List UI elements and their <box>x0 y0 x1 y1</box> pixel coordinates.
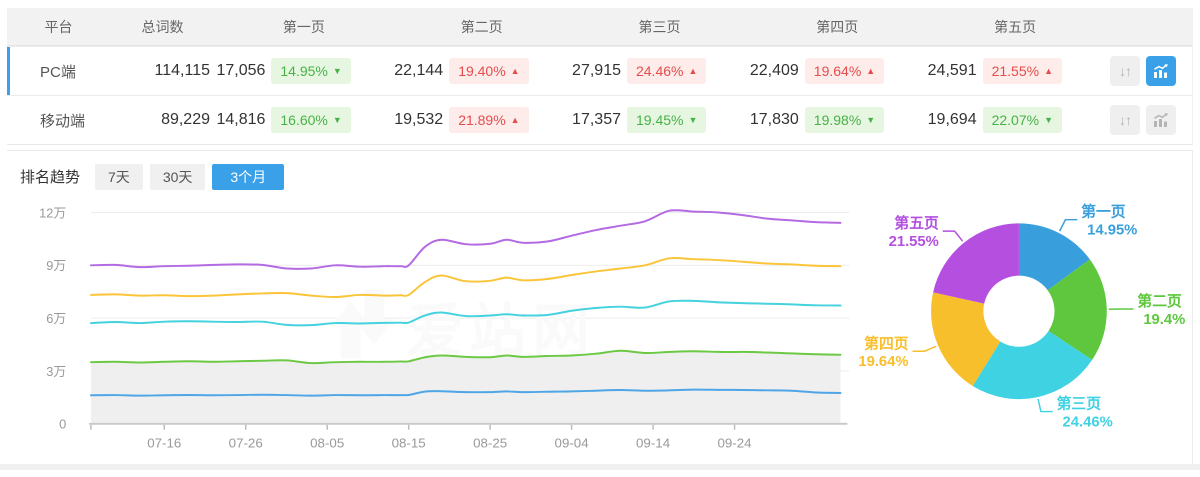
svg-text:第四页: 第四页 <box>864 334 909 352</box>
page4-cell: 22,409 19.64% ▲ <box>748 58 926 84</box>
cell-value: 17,357 <box>572 111 621 128</box>
svg-text:09-14: 09-14 <box>636 436 671 451</box>
page2-cell: 22,144 19.40% ▲ <box>393 58 571 84</box>
trend-arrow-icon: ▼ <box>1044 115 1053 125</box>
svg-text:24.46%: 24.46% <box>1063 414 1113 430</box>
change-badge: 19.45% ▼ <box>626 107 707 133</box>
table-row-pc[interactable]: PC端 114,115 17,056 14.95% ▼ 22,144 19.40%… <box>7 46 1192 95</box>
trend-arrow-icon: ▼ <box>866 115 876 125</box>
trend-arrow-icon: ▲ <box>1044 66 1053 76</box>
header-page4: 第四页 <box>816 18 859 35</box>
change-badge: 14.95% ▼ <box>271 58 351 84</box>
svg-text:第五页: 第五页 <box>895 214 940 232</box>
page1-cell: 17,056 14.95% ▼ <box>215 58 393 84</box>
cell-value: 19,532 <box>394 111 444 128</box>
cell-value: 22,409 <box>749 62 799 79</box>
tab-7days[interactable]: 7天 <box>95 163 143 190</box>
trend-section: 排名趋势 7天 30天 3个月 0 3万 6万 9万 12万 爱站网 07-16 07-26 0… <box>7 150 1193 465</box>
cell-value: 27,915 <box>572 62 621 79</box>
tab-30days[interactable]: 30天 <box>149 163 206 190</box>
svg-text:07-26: 07-26 <box>229 436 263 451</box>
page3-cell: 27,915 24.46% ▲ <box>571 58 749 84</box>
table-row-mobile[interactable]: 移动端 89,229 14,816 16.60% ▼ 19,532 21.89% ▲… <box>7 95 1192 144</box>
change-badge: 22.07% ▼ <box>982 107 1062 133</box>
trend-arrow-icon: ▲ <box>510 66 520 76</box>
svg-text:12万: 12万 <box>39 205 66 220</box>
page5-cell: 19,694 22.07% ▼ <box>926 107 1104 133</box>
trend-arrow-icon: ▼ <box>332 66 342 76</box>
trend-arrow-icon: ▼ <box>332 115 342 125</box>
svg-text:08-15: 08-15 <box>392 436 426 451</box>
table-header: 平台 总词数 第一页 第二页 第三页 第四页 第五页 <box>7 8 1192 46</box>
platform-label: PC端 <box>40 63 76 81</box>
svg-text:第三页: 第三页 <box>1057 395 1102 413</box>
svg-text:3万: 3万 <box>46 364 66 379</box>
sort-icon[interactable]: ↓↑ <box>1110 56 1140 86</box>
svg-text:09-24: 09-24 <box>717 436 752 451</box>
platform-label: 移动端 <box>40 112 86 130</box>
row-actions: ↓↑ <box>1104 56 1192 86</box>
trend-title: 排名趋势 <box>20 169 81 186</box>
page1-cell: 14,816 16.60% ▼ <box>215 107 393 133</box>
svg-text:19.4%: 19.4% <box>1144 312 1186 328</box>
svg-text:6万: 6万 <box>46 311 66 326</box>
trend-toolbar: 排名趋势 7天 30天 3个月 <box>7 151 1192 193</box>
row-actions: ↓↑ <box>1104 105 1192 135</box>
svg-text:19.64%: 19.64% <box>859 354 909 370</box>
change-badge: 19.40% ▲ <box>449 58 529 84</box>
section-divider <box>0 464 1200 470</box>
cell-value: 17,830 <box>749 111 799 128</box>
change-badge: 19.98% ▼ <box>804 107 885 133</box>
svg-text:21.55%: 21.55% <box>889 234 939 250</box>
header-platform: 平台 <box>44 18 73 35</box>
trend-chart-icon[interactable] <box>1146 56 1176 86</box>
svg-text:08-25: 08-25 <box>473 436 507 451</box>
trend-chart-icon[interactable] <box>1146 105 1176 135</box>
svg-text:09-04: 09-04 <box>555 436 590 451</box>
keyword-rank-dashboard: 平台 总词数 第一页 第二页 第三页 第四页 第五页 PC端 114,115 1… <box>0 8 1200 470</box>
svg-text:第一页: 第一页 <box>1081 203 1126 221</box>
svg-text:07-16: 07-16 <box>147 436 181 451</box>
header-total-words: 总词数 <box>141 18 184 35</box>
change-badge: 24.46% ▲ <box>626 58 707 84</box>
trend-arrow-icon: ▲ <box>688 66 698 76</box>
cell-value: 14,816 <box>216 111 266 128</box>
charts-area: 0 3万 6万 9万 12万爱站网 07-16 07-26 08-05 08-15 08-25 09… <box>7 193 1192 465</box>
page3-cell: 17,357 19.45% ▼ <box>571 107 749 133</box>
cell-value: 24,591 <box>927 62 977 79</box>
page2-cell: 19,532 21.89% ▲ <box>393 107 571 133</box>
svg-text:14.95%: 14.95% <box>1087 222 1137 238</box>
svg-text:0: 0 <box>59 417 66 432</box>
change-badge: 16.60% ▼ <box>271 107 351 133</box>
change-badge: 21.55% ▲ <box>982 58 1062 84</box>
svg-text:08-05: 08-05 <box>310 436 344 451</box>
header-page1: 第一页 <box>282 18 325 35</box>
total-words-value: 114,115 <box>154 62 210 79</box>
cell-value: 17,056 <box>216 62 266 79</box>
rank-table: 平台 总词数 第一页 第二页 第三页 第四页 第五页 PC端 114,115 1… <box>7 8 1193 145</box>
change-badge: 21.89% ▲ <box>449 107 529 133</box>
cell-value: 22,144 <box>394 62 444 79</box>
header-page2: 第二页 <box>460 18 503 35</box>
total-words-value: 89,229 <box>161 111 210 128</box>
header-page3: 第三页 <box>638 18 681 35</box>
trend-arrow-icon: ▲ <box>510 115 520 125</box>
svg-text:爱站网: 爱站网 <box>406 300 596 364</box>
page4-cell: 17,830 19.98% ▼ <box>748 107 926 133</box>
page5-cell: 24,591 21.55% ▲ <box>926 58 1104 84</box>
tab-3months[interactable]: 3个月 <box>212 163 285 190</box>
svg-text:9万: 9万 <box>46 258 66 273</box>
sort-icon[interactable]: ↓↑ <box>1110 105 1140 135</box>
trend-arrow-icon: ▲ <box>866 66 876 76</box>
header-page5: 第五页 <box>994 18 1037 35</box>
change-badge: 19.64% ▲ <box>804 58 885 84</box>
trend-arrow-icon: ▼ <box>688 115 698 125</box>
svg-text:第二页: 第二页 <box>1138 292 1183 310</box>
cell-value: 19,694 <box>927 111 977 128</box>
